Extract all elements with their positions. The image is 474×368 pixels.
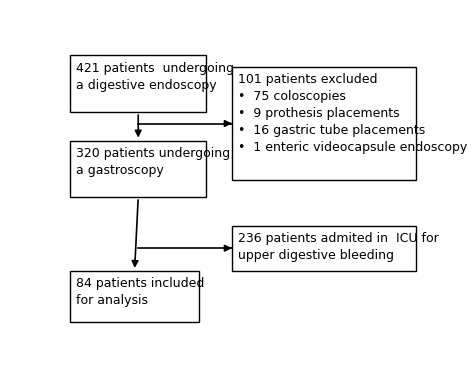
FancyBboxPatch shape xyxy=(70,271,199,322)
FancyBboxPatch shape xyxy=(70,141,206,197)
Text: 320 patients undergoing
a gastroscopy: 320 patients undergoing a gastroscopy xyxy=(76,147,230,177)
FancyBboxPatch shape xyxy=(70,56,206,112)
FancyBboxPatch shape xyxy=(232,67,416,180)
Text: 101 patients excluded
•  75 coloscopies
•  9 prothesis placements
•  16 gastric : 101 patients excluded • 75 coloscopies •… xyxy=(238,73,467,154)
FancyBboxPatch shape xyxy=(232,226,416,271)
Text: 421 patients  undergoing
a digestive endoscopy: 421 patients undergoing a digestive endo… xyxy=(76,62,234,92)
Text: 84 patients included
for analysis: 84 patients included for analysis xyxy=(76,277,204,307)
Text: 236 patients admited in  ICU for
upper digestive bleeding: 236 patients admited in ICU for upper di… xyxy=(238,232,438,262)
